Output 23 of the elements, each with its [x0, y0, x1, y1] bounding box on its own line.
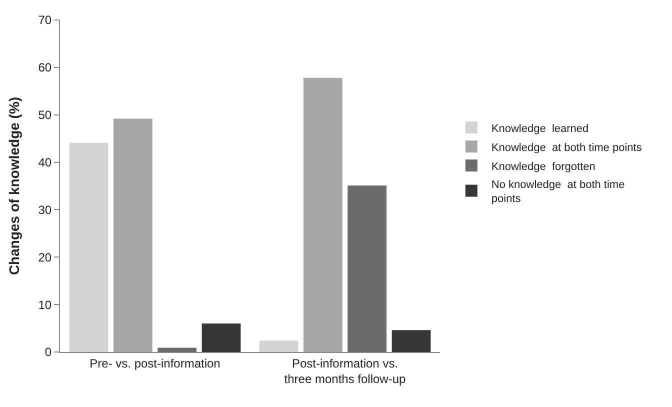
legend-label: Knowledge forgotten — [491, 160, 596, 173]
bar — [303, 78, 342, 352]
x-tick-label: Pre- vs. post-information — [90, 356, 220, 370]
legend-label: Knowledge at both time points — [491, 142, 642, 154]
y-tick-label: 20 — [38, 250, 52, 264]
bar — [392, 330, 431, 352]
bar — [69, 142, 108, 352]
x-tick-label: Post-information vs. three months follow-up — [284, 356, 406, 386]
bar — [158, 348, 197, 352]
bar — [348, 186, 387, 352]
bar — [113, 118, 152, 352]
y-tick-label: 10 — [38, 298, 52, 312]
y-tick-label: 50 — [38, 108, 52, 122]
y-tick-label: 0 — [44, 345, 52, 360]
legend-label: No knowledge at both time points — [491, 178, 625, 206]
bar — [202, 324, 241, 352]
y-axis-title: Changes of knowledge (%) — [6, 96, 22, 276]
y-tick-label: 30 — [38, 202, 52, 217]
legend-label: Knowledge learned — [491, 122, 589, 135]
y-tick-label: 40 — [38, 155, 52, 170]
y-tick-label: 60 — [38, 60, 52, 75]
bar — [259, 340, 298, 352]
y-tick-label: 70 — [38, 13, 52, 28]
